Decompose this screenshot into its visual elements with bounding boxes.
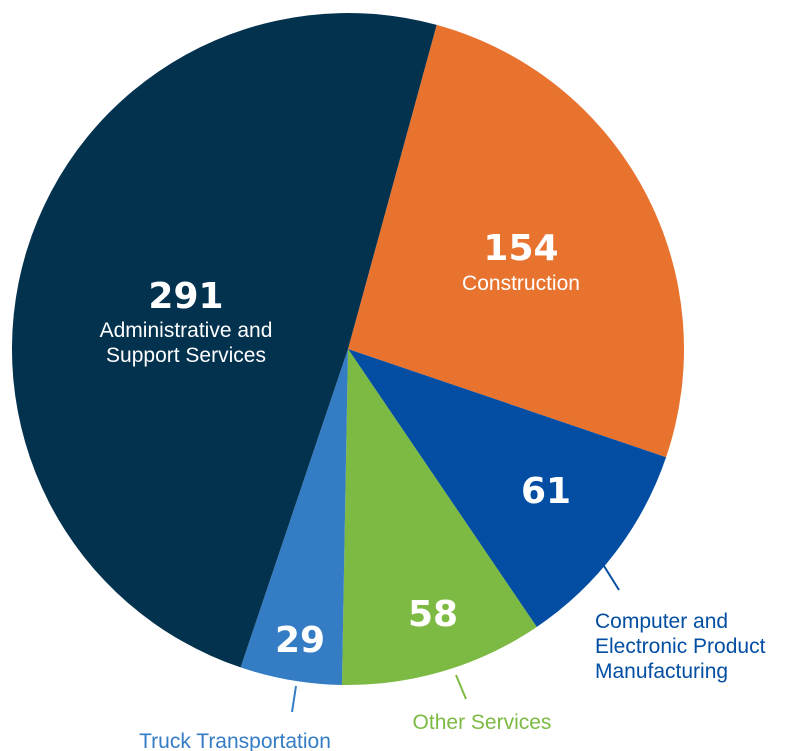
leader-line — [291, 685, 297, 713]
slice-value-label: 58 — [408, 594, 458, 635]
pie-slice-construction — [348, 24, 684, 458]
slice-category-label: Other Services — [413, 711, 552, 734]
pie-slice-computer-and-electronic-product-manufacturing — [348, 349, 667, 627]
pie-slice-truck-transportation — [240, 349, 348, 685]
slice-category-label: Truck Transportation — [139, 730, 331, 751]
slice-category-label: Computer and Electronic Product Manufactur… — [595, 610, 766, 683]
slice-value-label: 154 — [483, 228, 558, 269]
slice-value-label: 29 — [275, 620, 325, 661]
leader-lines — [291, 565, 620, 713]
slice-value-label: 61 — [521, 471, 571, 512]
slice-value-label: 291 — [148, 276, 223, 317]
slice-category-label: Administrative and Support Services — [100, 319, 273, 367]
leader-line — [603, 565, 620, 591]
leader-line — [455, 674, 467, 700]
slice-labels: 154 Construction 61 Computer and Electronic … — [100, 228, 766, 751]
pie-slice-administrative-and-support-services — [11, 12, 437, 668]
pie-slice-other-services — [341, 349, 537, 686]
slice-category-label: Construction — [462, 272, 580, 295]
pie-slices — [11, 12, 684, 686]
